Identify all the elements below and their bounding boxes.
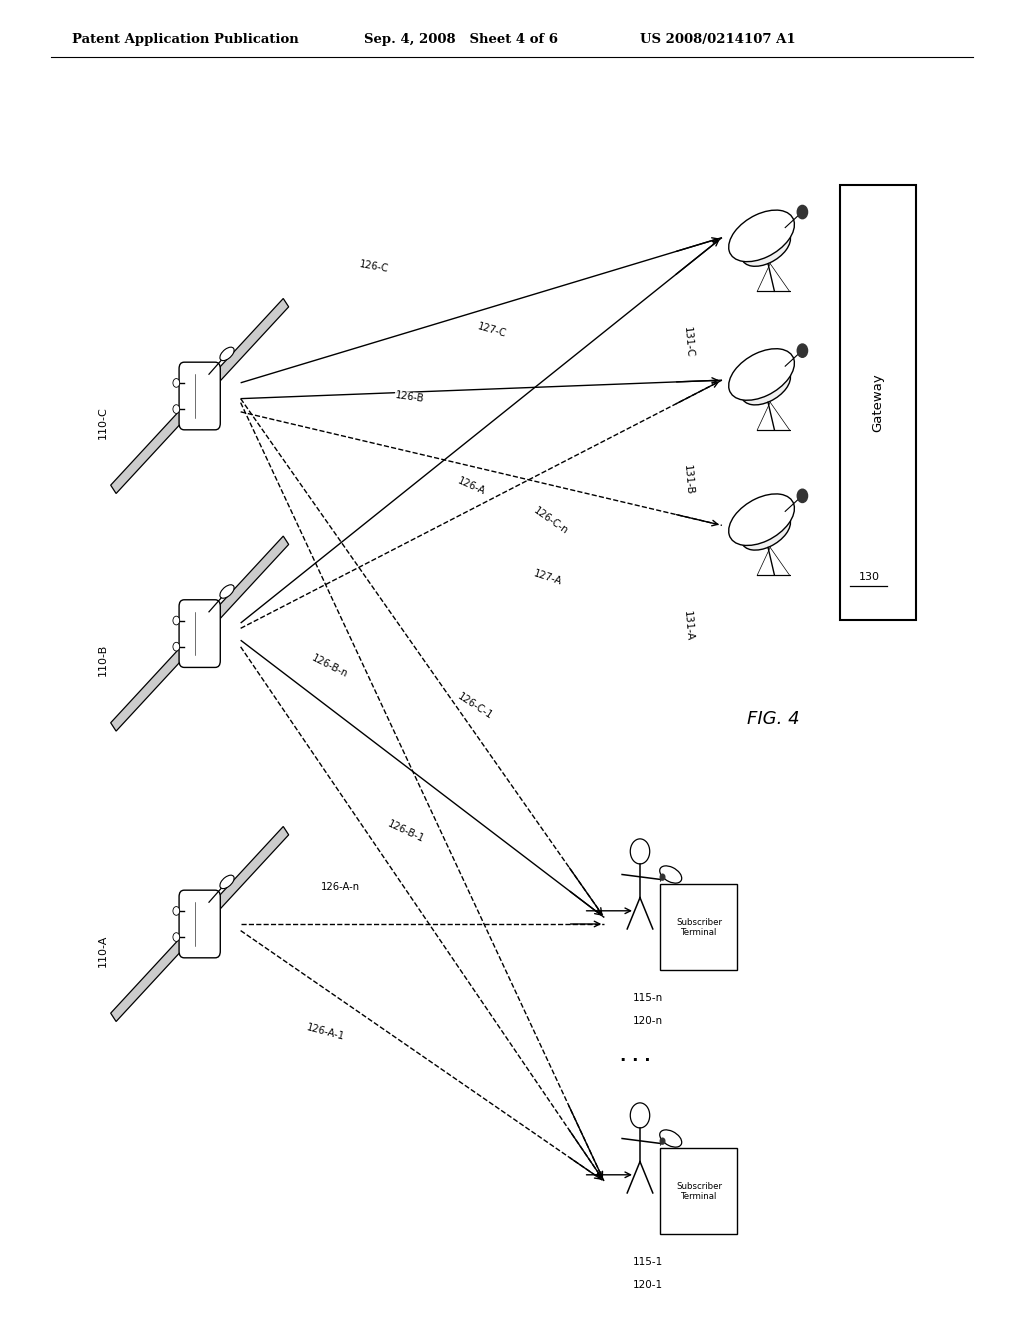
- Text: 126-C-1: 126-C-1: [456, 692, 495, 721]
- Text: US 2008/0214107 A1: US 2008/0214107 A1: [640, 33, 796, 46]
- Polygon shape: [197, 298, 289, 400]
- Text: 115-n: 115-n: [633, 993, 664, 1003]
- Circle shape: [660, 874, 665, 880]
- Ellipse shape: [220, 585, 234, 598]
- Ellipse shape: [741, 227, 791, 267]
- Circle shape: [173, 405, 179, 413]
- Polygon shape: [111, 630, 203, 731]
- Polygon shape: [197, 536, 289, 638]
- Text: 127-C: 127-C: [476, 321, 507, 339]
- Ellipse shape: [220, 347, 234, 360]
- Ellipse shape: [659, 1130, 682, 1147]
- Circle shape: [630, 1104, 649, 1127]
- Circle shape: [660, 1138, 665, 1144]
- Circle shape: [173, 643, 179, 651]
- Ellipse shape: [741, 511, 791, 550]
- FancyBboxPatch shape: [179, 362, 220, 430]
- Circle shape: [173, 933, 179, 941]
- FancyBboxPatch shape: [179, 599, 220, 668]
- Text: Subscriber
Terminal: Subscriber Terminal: [676, 1181, 722, 1201]
- Ellipse shape: [729, 348, 795, 400]
- Text: FIG. 4: FIG. 4: [746, 710, 800, 729]
- Text: Sep. 4, 2008   Sheet 4 of 6: Sep. 4, 2008 Sheet 4 of 6: [364, 33, 557, 46]
- Circle shape: [173, 379, 179, 387]
- Text: 126-C: 126-C: [358, 259, 389, 275]
- Text: 110-B: 110-B: [97, 644, 108, 676]
- Text: 110-C: 110-C: [97, 407, 108, 438]
- Text: Patent Application Publication: Patent Application Publication: [72, 33, 298, 46]
- Polygon shape: [197, 826, 289, 928]
- Text: 126-B-n: 126-B-n: [310, 653, 349, 680]
- Text: 127-A: 127-A: [532, 569, 563, 587]
- Text: 110-A: 110-A: [97, 935, 108, 966]
- Ellipse shape: [729, 494, 795, 545]
- Text: 131-C: 131-C: [682, 326, 694, 358]
- Ellipse shape: [220, 875, 234, 888]
- Text: 120-n: 120-n: [633, 1016, 664, 1027]
- Bar: [660, 884, 737, 970]
- Text: 126-A: 126-A: [456, 475, 486, 496]
- Text: 126-A-1: 126-A-1: [305, 1023, 346, 1041]
- Ellipse shape: [659, 866, 682, 883]
- Circle shape: [630, 840, 649, 865]
- Text: 126-B-1: 126-B-1: [386, 818, 425, 845]
- Bar: [660, 1148, 737, 1234]
- Ellipse shape: [741, 366, 791, 405]
- Text: 126-C-n: 126-C-n: [531, 506, 570, 537]
- Ellipse shape: [729, 210, 795, 261]
- Text: 131-B: 131-B: [682, 465, 694, 496]
- Circle shape: [798, 206, 808, 219]
- Circle shape: [173, 616, 179, 624]
- Text: 120-1: 120-1: [633, 1280, 664, 1291]
- Text: 115-1: 115-1: [633, 1257, 664, 1267]
- Circle shape: [173, 907, 179, 915]
- Text: . . .: . . .: [620, 1047, 650, 1065]
- Text: 131-A: 131-A: [682, 610, 694, 642]
- Circle shape: [798, 345, 808, 358]
- Text: 126-A-n: 126-A-n: [321, 882, 359, 892]
- Bar: [840, 185, 916, 620]
- Text: 126-B: 126-B: [394, 391, 425, 404]
- Text: Subscriber
Terminal: Subscriber Terminal: [676, 917, 722, 937]
- FancyBboxPatch shape: [179, 890, 220, 958]
- Text: Gateway: Gateway: [871, 374, 885, 432]
- Circle shape: [798, 490, 808, 503]
- Polygon shape: [111, 920, 203, 1022]
- Polygon shape: [111, 392, 203, 494]
- Text: 130: 130: [858, 572, 880, 582]
